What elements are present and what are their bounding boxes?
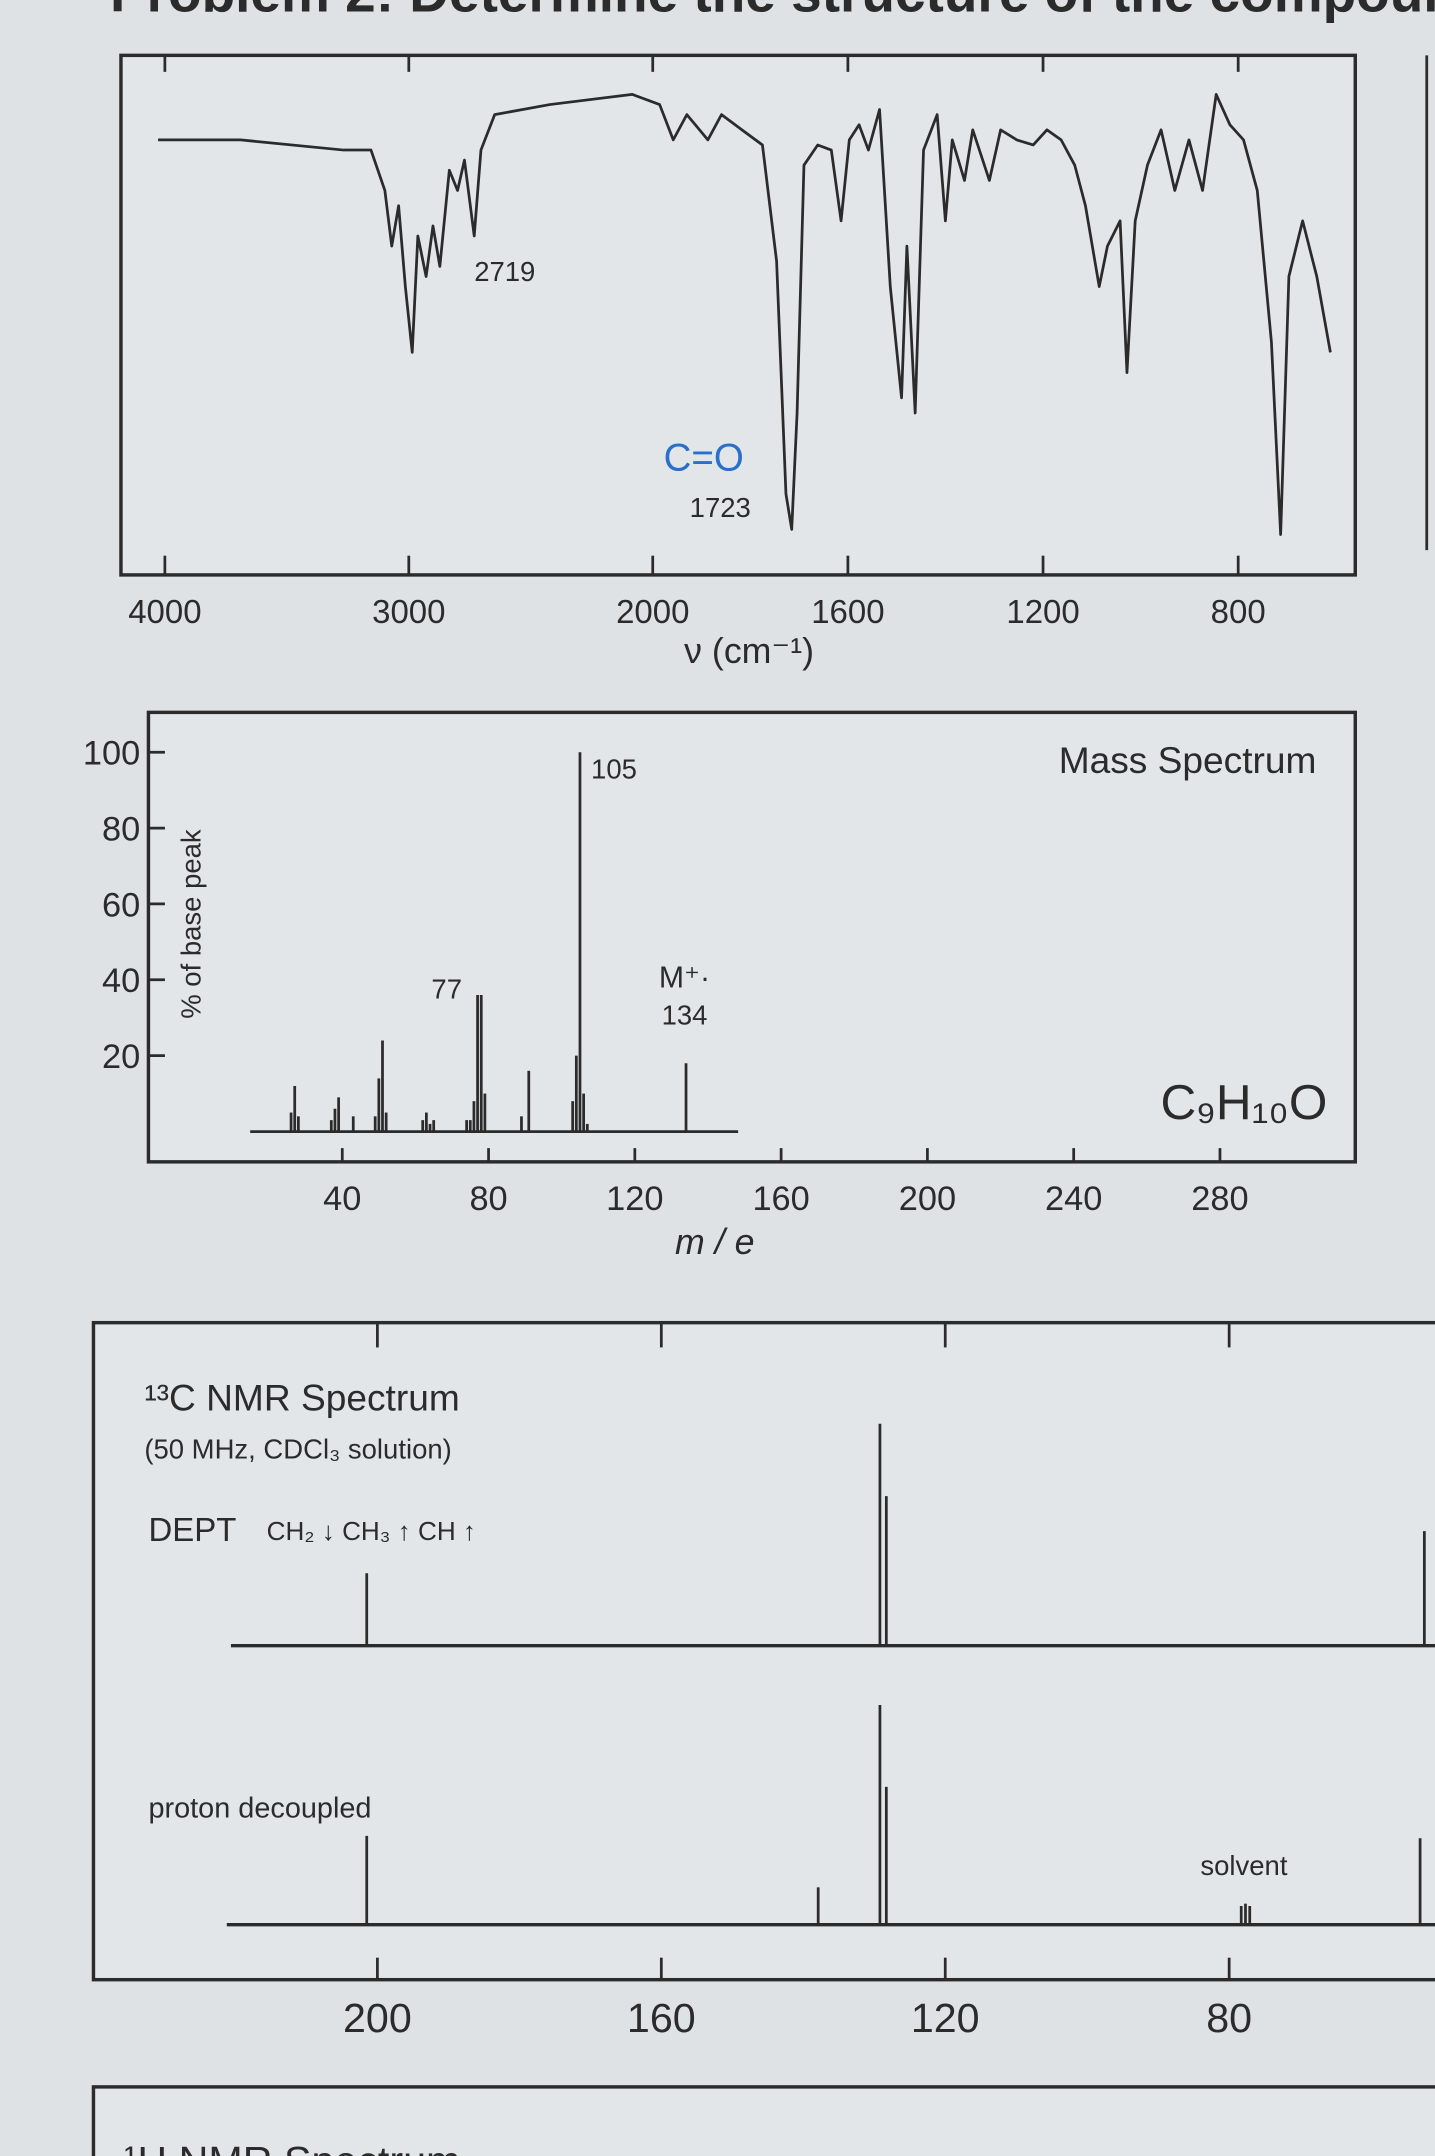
x-axis-label: m / e <box>675 1222 754 1262</box>
x-tick-label: 160 <box>627 1995 696 2041</box>
annotation: 1723 <box>690 492 751 523</box>
x-tick-label: 1200 <box>1006 593 1079 630</box>
y-axis-label: % of base peak <box>176 829 207 1019</box>
x-axis-label: ν (cm⁻¹) <box>684 631 814 671</box>
formula: C₉H₁₀O <box>1161 1075 1328 1130</box>
ir-frame <box>119 53 1357 577</box>
x-tick-label: 800 <box>1211 593 1266 630</box>
series-label: DEPT <box>148 1511 236 1548</box>
y-tick-label: 100 <box>83 735 140 773</box>
ir-spectrum: 2719 C=O 1723 ν (cm⁻¹) 4000 3000 2000 1600 1… <box>119 53 1357 671</box>
x-tick-label: 80 <box>1206 1995 1252 2041</box>
x-tick-label: 120 <box>911 1995 980 2041</box>
y-tick-label: 80 <box>102 810 140 848</box>
annotation: 77 <box>431 973 462 1004</box>
y-tick-label: 20 <box>102 1038 140 1076</box>
x-tick-label: 120 <box>606 1180 663 1218</box>
annotation: 105 <box>591 753 637 784</box>
x-tick-label: 2000 <box>616 593 689 630</box>
h-nmr-title: ¹H NMR Spectrum <box>124 2138 461 2156</box>
annotation: 2719 <box>474 256 535 287</box>
x-tick-label: 4000 <box>128 593 201 630</box>
mass-spectrum: Mass Spectrum C₉H₁₀O 105 77 M⁺· 134 m / … <box>83 710 1357 1262</box>
x-tick-label: 40 <box>323 1180 361 1218</box>
x-tick-label: 280 <box>1191 1180 1248 1218</box>
x-tick-label: 80 <box>469 1180 507 1218</box>
ms-frame <box>146 710 1357 1164</box>
dept-note: CH₂ ↓ CH₃ ↑ CH ↑ <box>267 1516 476 1546</box>
x-tick-label: 1600 <box>811 593 884 630</box>
y-tick-label: 40 <box>102 962 140 1000</box>
annotation: C=O <box>664 436 744 479</box>
x-tick-label: 200 <box>343 1995 412 2041</box>
chart-title: Mass Spectrum <box>1059 739 1317 781</box>
x-tick-label: 240 <box>1045 1180 1102 1218</box>
h-nmr-frame <box>91 2085 1435 2156</box>
annotation: M⁺· <box>659 961 710 994</box>
chart-subtitle: (50 MHz, CDCl₃ solution) <box>144 1434 451 1465</box>
x-tick-label: 200 <box>899 1180 956 1218</box>
ir-trace <box>158 93 1332 536</box>
annotation: 134 <box>662 999 708 1030</box>
c13-nmr-spectrum: ¹³C NMR Spectrum (50 MHz, CDCl₃ solution… <box>91 1320 1435 2041</box>
annotation: solvent <box>1200 1850 1287 1881</box>
y-tick-label: 60 <box>102 886 140 924</box>
nmr-frame <box>91 1320 1435 1982</box>
chart-title: ¹³C NMR Spectrum <box>144 1377 459 1419</box>
x-tick-label: 160 <box>752 1180 809 1218</box>
x-tick-label: 3000 <box>372 593 445 630</box>
page-heading: Problem 2: Determine the structure of th… <box>110 0 1435 23</box>
series-label: proton decoupled <box>148 1792 371 1824</box>
